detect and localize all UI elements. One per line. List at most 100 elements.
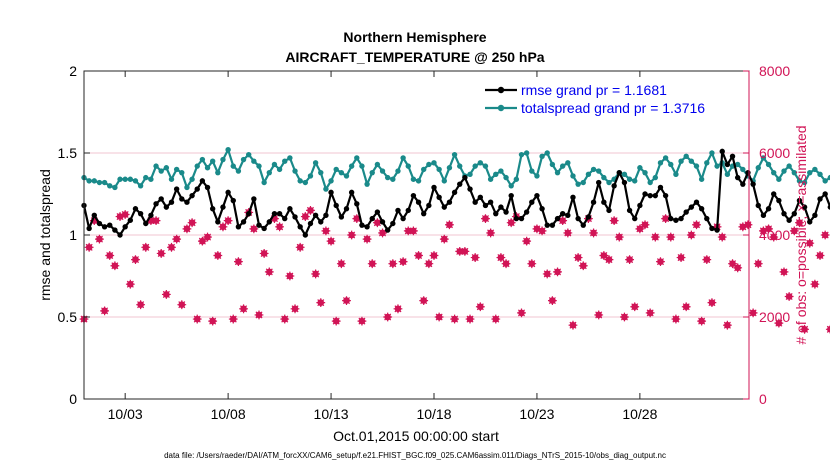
- nobs-marker: [321, 226, 331, 236]
- totalspread-point: [400, 155, 406, 161]
- totalspread-point: [395, 168, 401, 174]
- rmse-point: [282, 215, 288, 222]
- rmse-point: [632, 215, 638, 222]
- nobs-marker: [645, 308, 655, 318]
- nobs-marker: [434, 312, 444, 322]
- rmse-point: [426, 202, 432, 209]
- chart-title: Northern Hemisphere AIRCRAFT_TEMPERATURE…: [285, 29, 544, 65]
- left-y-tick-label: 2: [69, 63, 77, 79]
- rmse-point: [431, 184, 437, 191]
- totalspread-point: [297, 178, 303, 184]
- totalspread-point: [369, 169, 375, 176]
- nobs-marker: [393, 304, 403, 314]
- totalspread-point: [96, 179, 103, 186]
- rmse-point: [215, 219, 221, 225]
- rmse-point: [148, 212, 154, 219]
- nobs-marker: [156, 249, 166, 258]
- x-tick-label: 10/23: [519, 406, 554, 422]
- totalspread-point: [549, 161, 556, 168]
- totalspread-point: [559, 163, 566, 169]
- nobs-marker: [455, 246, 465, 256]
- nobs-marker: [378, 228, 387, 238]
- nobs-marker: [331, 316, 341, 326]
- left-y-tick-label: 1.5: [58, 145, 78, 161]
- rmse-point: [734, 174, 741, 181]
- rmse-point: [534, 192, 540, 199]
- totalspread-point: [807, 169, 813, 176]
- rmse-point: [209, 206, 216, 212]
- nobs-marker: [753, 259, 763, 269]
- totalspread-point: [91, 178, 97, 184]
- nobs-marker: [795, 218, 804, 228]
- right-y-tick-label: 0: [759, 391, 767, 407]
- nobs-marker: [95, 234, 104, 244]
- rmse-point: [827, 204, 830, 210]
- rmse-point: [112, 227, 118, 233]
- nobs-marker: [774, 318, 784, 328]
- totalspread-point: [822, 178, 828, 184]
- totalspread-point: [477, 160, 484, 166]
- nobs-marker: [192, 314, 202, 324]
- rmse-point: [117, 232, 123, 238]
- rmse-point: [683, 209, 689, 215]
- nobs-marker: [362, 234, 372, 244]
- rmse-point: [688, 204, 695, 210]
- totalspread-point: [539, 153, 545, 159]
- totalspread-point: [493, 171, 499, 178]
- totalspread-point: [812, 166, 818, 173]
- nobs-marker: [342, 296, 351, 306]
- nobs-marker: [403, 226, 413, 236]
- totalspread-point: [390, 176, 396, 182]
- totalspread-point: [204, 165, 211, 171]
- x-tick-label: 10/08: [211, 406, 246, 422]
- rmse-point: [153, 201, 159, 207]
- rmse-point: [467, 186, 473, 192]
- rmse-point: [719, 148, 725, 155]
- totalspread-point: [137, 183, 144, 189]
- nobs-marker: [599, 251, 609, 260]
- rmse-point: [405, 207, 411, 214]
- nobs-marker: [203, 232, 212, 242]
- rmse-point: [457, 181, 463, 187]
- totalspread-point: [740, 166, 746, 173]
- nobs-marker: [553, 267, 562, 277]
- totalspread-point: [652, 174, 659, 181]
- totalspread-point: [688, 158, 695, 164]
- totalspread-point: [168, 176, 175, 182]
- rmse-point: [786, 217, 792, 223]
- totalspread-point: [312, 160, 319, 166]
- right-y-tick-label: 8000: [759, 63, 790, 79]
- nobs-marker: [218, 222, 228, 232]
- nobs-marker: [347, 230, 357, 240]
- nobs-marker: [805, 238, 815, 248]
- nobs-marker: [311, 269, 321, 279]
- rmse-point: [441, 204, 447, 210]
- totalspread-point: [621, 171, 628, 178]
- totalspread-point: [246, 151, 252, 158]
- nobs-marker: [285, 271, 295, 281]
- nobs-marker: [630, 302, 640, 312]
- nobs-marker: [105, 251, 115, 260]
- totalspread-point: [503, 174, 509, 181]
- x-tick-label: 10/13: [314, 406, 349, 422]
- nobs-marker: [280, 314, 290, 324]
- rmse-point: [724, 161, 731, 168]
- nobs-marker: [542, 269, 552, 279]
- totalspread-point: [261, 179, 267, 186]
- rmse-point: [302, 232, 309, 238]
- totalspread-point: [379, 168, 386, 174]
- nobs-marker: [697, 316, 707, 326]
- y-axis-label-left: rmse and totalspread: [37, 169, 53, 301]
- totalspread-point: [199, 156, 206, 163]
- rmse-point: [436, 194, 442, 200]
- rmse-point: [487, 199, 494, 205]
- totalspread-point: [724, 171, 731, 178]
- totalspread-point: [101, 179, 108, 186]
- totalspread-point: [338, 169, 345, 176]
- rmse-point: [544, 222, 550, 228]
- nobs-marker: [326, 236, 336, 246]
- totalspread-point: [570, 173, 576, 179]
- rmse-point: [395, 207, 401, 214]
- nobs-marker: [84, 242, 94, 252]
- totalspread-point: [220, 156, 226, 163]
